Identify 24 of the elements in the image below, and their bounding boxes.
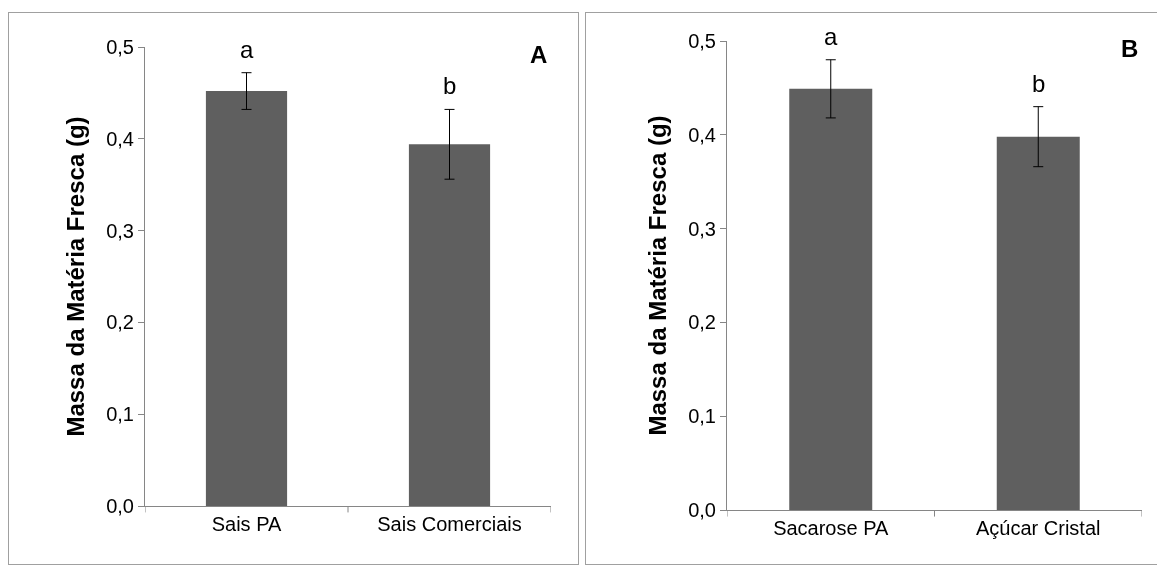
y-tick-label: 0,5 xyxy=(106,36,134,58)
x-tick-label: Sais PA xyxy=(211,513,282,535)
annotation: b xyxy=(443,72,457,99)
y-tick-label: 0,2 xyxy=(106,311,134,334)
annotation: a xyxy=(824,23,838,50)
x-tick-label: Sais Comerciais xyxy=(377,513,522,535)
y-tick-label: 0,0 xyxy=(688,499,716,521)
y-axis-title: Massa da Matéria Fresca (g) xyxy=(644,115,672,436)
annotation: A xyxy=(530,41,548,68)
y-tick-label: 0,4 xyxy=(106,127,134,150)
y-tick-label: 0,1 xyxy=(106,403,134,426)
x-tick-label: Sacarose PA xyxy=(773,517,890,539)
y-tick-label: 0,5 xyxy=(688,30,716,52)
y-tick-label: 0,2 xyxy=(688,311,716,334)
y-tick-label: 0,3 xyxy=(688,217,716,240)
y-tick-label: 0,1 xyxy=(688,405,716,428)
y-tick-label: 0,0 xyxy=(106,495,134,517)
annotation: b xyxy=(1032,70,1046,97)
y-axis-title: Massa da Matéria Fresca (g) xyxy=(62,116,90,437)
y-tick-label: 0,4 xyxy=(688,123,716,146)
y-tick-label: 0,3 xyxy=(106,219,134,242)
x-tick-label: Açúcar Cristal xyxy=(976,517,1101,539)
annotation: B xyxy=(1121,35,1139,62)
annotation: a xyxy=(240,36,254,63)
